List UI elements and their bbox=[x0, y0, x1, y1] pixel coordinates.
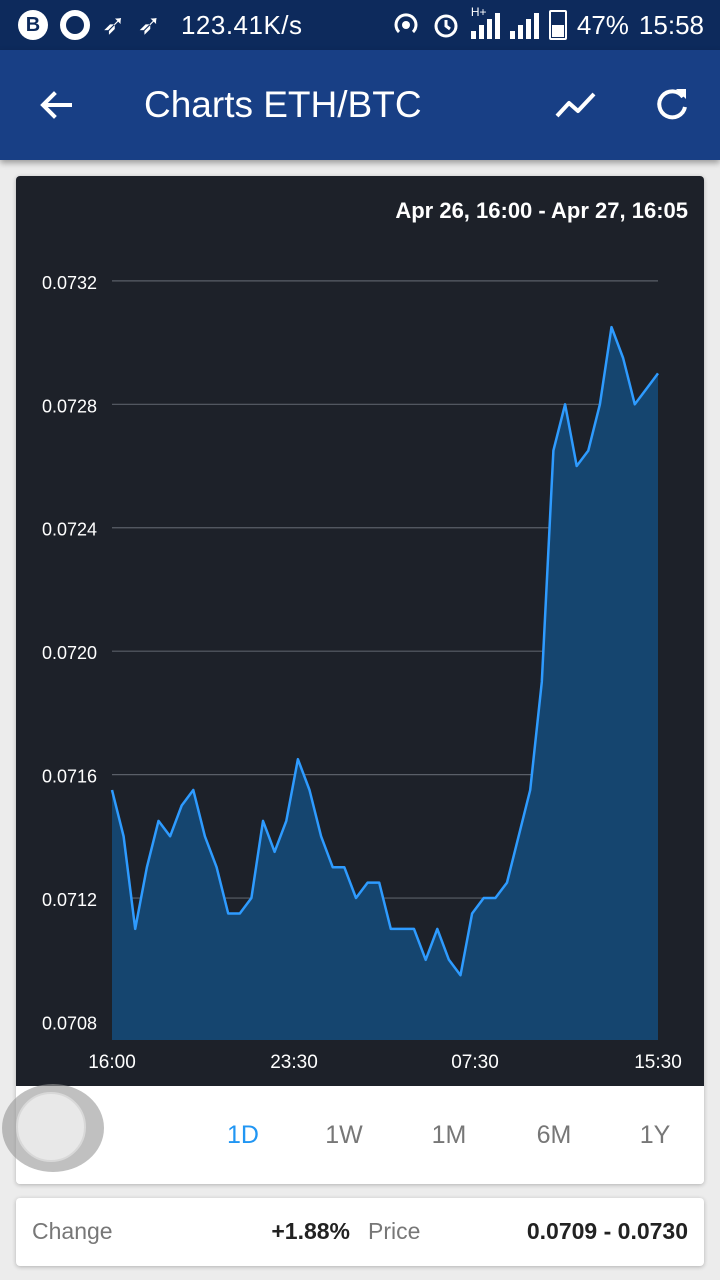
y-tick-label: 0.0728 bbox=[42, 396, 97, 416]
y-tick-label: 0.0708 bbox=[42, 1013, 97, 1033]
network-speed: 123.41K/s bbox=[180, 9, 303, 40]
clock: 15:58 bbox=[638, 9, 704, 40]
price-value: 0.0709 - 0.0730 bbox=[526, 1218, 688, 1244]
signal-icon bbox=[509, 11, 539, 39]
range-1m-button[interactable]: 1M bbox=[431, 1120, 467, 1149]
y-tick-label: 0.0716 bbox=[42, 767, 97, 787]
date-range-label: Apr 26, 16:00 - Apr 27, 16:05 bbox=[395, 198, 688, 223]
battery-icon bbox=[548, 10, 567, 40]
range-1w-button[interactable]: 1W bbox=[325, 1120, 363, 1149]
range-selector: 1D 1W 1M 6M 1Y bbox=[16, 1086, 704, 1184]
network-type-label: H+ bbox=[470, 5, 487, 19]
x-tick-label: 16:00 bbox=[88, 1052, 136, 1073]
range-6m-button[interactable]: 6M bbox=[536, 1120, 572, 1149]
assistive-touch-button[interactable] bbox=[0, 1084, 104, 1172]
chart-type-button[interactable] bbox=[546, 75, 606, 135]
price-label: Price bbox=[368, 1218, 421, 1244]
opera-icon bbox=[60, 10, 90, 40]
y-tick-label: 0.0724 bbox=[42, 520, 97, 540]
y-tick-label: 0.0720 bbox=[42, 643, 97, 663]
range-1y-button[interactable]: 1Y bbox=[639, 1120, 671, 1149]
x-tick-label: 15:30 bbox=[634, 1052, 682, 1073]
price-area bbox=[112, 327, 658, 1041]
battery-percent: 47% bbox=[576, 9, 629, 40]
bird-icon: ➶ bbox=[137, 9, 161, 40]
change-label: Change bbox=[32, 1218, 113, 1244]
page-title: Charts ETH/BTC bbox=[144, 84, 422, 125]
bird-icon: ➶ bbox=[102, 9, 126, 40]
arrow-left-icon bbox=[40, 91, 72, 119]
b-app-icon: B bbox=[18, 10, 48, 40]
refresh-icon bbox=[657, 89, 687, 120]
hotspot-icon bbox=[394, 13, 418, 34]
x-tick-label: 07:30 bbox=[451, 1052, 499, 1073]
trending-icon bbox=[555, 92, 596, 118]
status-bar: B ➶ ➶ 123.41K/s H+ 47% 15:58 bbox=[0, 0, 720, 50]
change-value: +1.88% bbox=[271, 1218, 350, 1244]
price-line bbox=[110, 325, 660, 977]
app-bar: Charts ETH/BTC bbox=[0, 50, 720, 160]
assistive-touch-core bbox=[16, 1092, 86, 1162]
chart-card: Apr 26, 16:00 - Apr 27, 16:05 0.0732 0.07… bbox=[16, 176, 704, 1184]
chart-area[interactable]: Apr 26, 16:00 - Apr 27, 16:05 0.0732 0.07… bbox=[16, 176, 704, 1086]
signal-icon: H+ bbox=[470, 5, 500, 39]
price-chart: 0.0732 0.0728 0.0724 0.0720 0.0716 0.0712 0.07… bbox=[42, 273, 682, 1073]
info-card: Change +1.88% Price 0.0709 - 0.0730 bbox=[16, 1198, 704, 1266]
refresh-button[interactable] bbox=[642, 75, 702, 135]
x-tick-label: 23:30 bbox=[270, 1052, 318, 1073]
back-button[interactable] bbox=[28, 77, 84, 133]
alarm-icon bbox=[434, 14, 458, 38]
range-1d-button[interactable]: 1D bbox=[227, 1120, 259, 1149]
y-tick-label: 0.0712 bbox=[42, 890, 97, 910]
y-tick-label: 0.0732 bbox=[42, 273, 97, 293]
